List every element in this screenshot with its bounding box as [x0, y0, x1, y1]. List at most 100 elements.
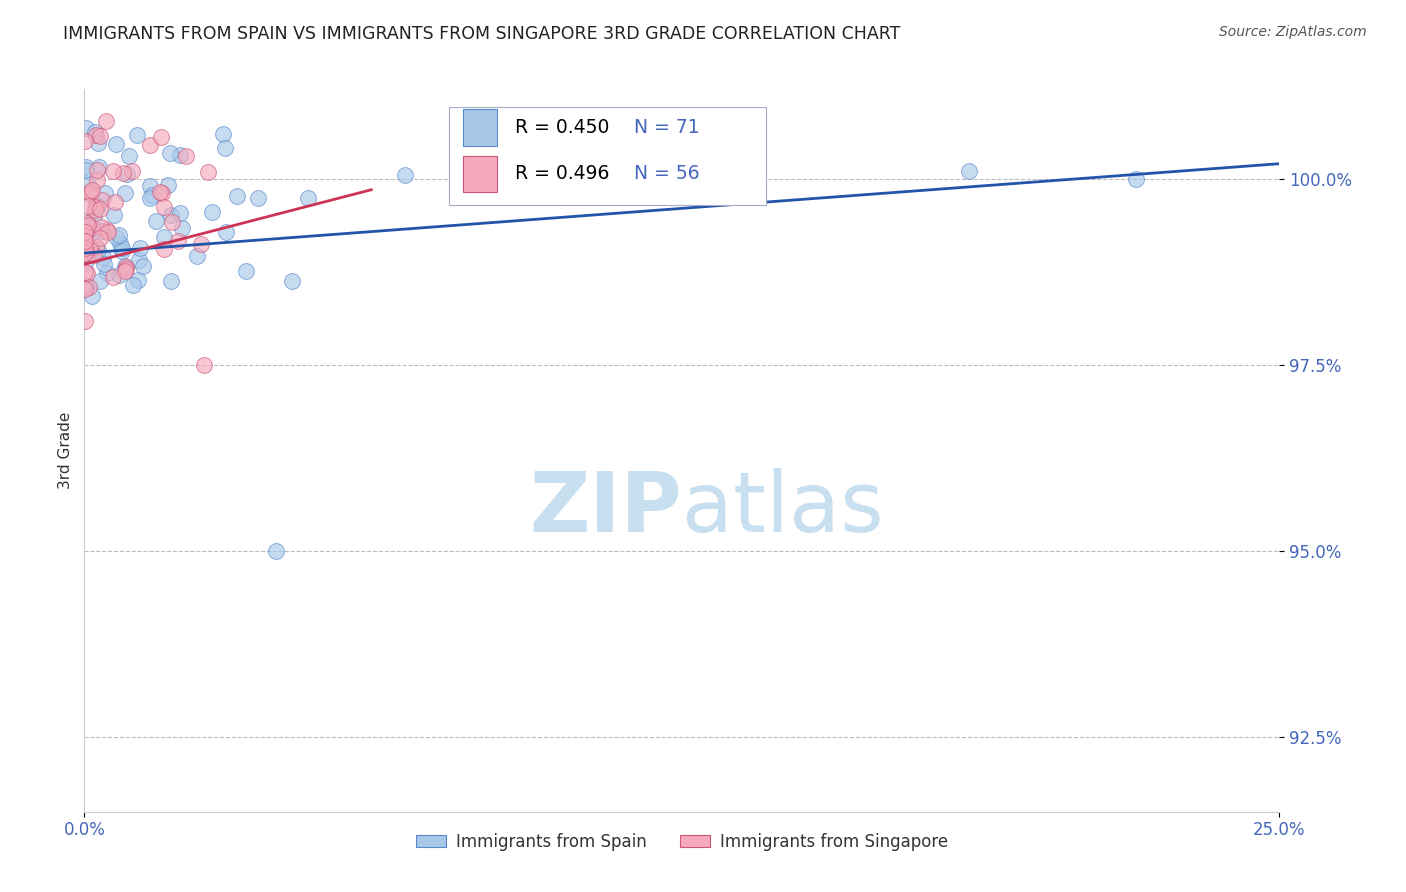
Point	[80, 183, 103, 197]
Point	[90, 193, 112, 207]
Point	[104, 229, 127, 244]
Point	[89, 274, 111, 288]
Point	[94, 186, 117, 200]
Point	[75, 223, 97, 237]
Point	[264, 544, 287, 558]
Point	[190, 237, 212, 252]
Point	[75, 244, 97, 258]
Point	[86, 172, 108, 186]
Point	[159, 208, 181, 222]
Point	[84, 128, 107, 143]
Point	[101, 164, 124, 178]
Point	[153, 229, 176, 244]
Point	[73, 225, 96, 239]
Point	[75, 219, 97, 234]
Point	[73, 234, 96, 248]
Point	[159, 274, 181, 288]
Point	[73, 283, 96, 297]
Point	[87, 243, 110, 257]
Point	[150, 186, 173, 200]
Point	[115, 167, 138, 181]
Point	[86, 163, 108, 178]
Point	[86, 199, 108, 213]
Point	[145, 214, 167, 228]
Point	[197, 165, 219, 179]
Point	[79, 186, 101, 201]
Point	[103, 208, 125, 222]
Point	[84, 240, 107, 254]
Point	[108, 236, 131, 251]
Point	[96, 223, 118, 237]
Point	[141, 188, 163, 202]
Point	[89, 202, 111, 216]
Point	[73, 135, 96, 149]
Point	[139, 191, 162, 205]
Point	[76, 216, 98, 230]
Point	[80, 219, 103, 234]
Point	[84, 200, 107, 214]
Point	[79, 240, 101, 254]
Point	[76, 266, 98, 280]
Point	[89, 128, 111, 143]
Text: R = 0.450: R = 0.450	[515, 118, 609, 137]
Point	[75, 121, 97, 136]
Point	[127, 273, 149, 287]
Point	[159, 146, 181, 161]
Point	[139, 137, 162, 152]
Point	[214, 141, 236, 155]
Point	[77, 279, 100, 293]
Point	[75, 233, 97, 247]
Point	[114, 259, 136, 273]
Point	[89, 231, 111, 245]
Point	[169, 206, 191, 220]
Point	[225, 189, 247, 203]
Point	[235, 264, 257, 278]
Point	[75, 163, 97, 178]
Point	[128, 252, 150, 267]
Point	[84, 125, 107, 139]
Point	[125, 128, 148, 143]
Point	[75, 229, 97, 244]
Point	[172, 220, 194, 235]
Point	[82, 225, 104, 239]
Point	[297, 191, 319, 205]
Point	[246, 191, 269, 205]
Point	[73, 265, 96, 279]
Point	[174, 149, 197, 163]
Point	[114, 260, 136, 274]
Point	[201, 204, 224, 219]
Point	[108, 228, 131, 243]
Text: R = 0.496: R = 0.496	[515, 164, 609, 183]
Point	[153, 242, 176, 256]
Point	[75, 160, 97, 174]
Point	[122, 278, 145, 293]
Point	[82, 289, 104, 303]
Point	[96, 266, 118, 280]
Point	[114, 186, 136, 200]
Point	[193, 358, 215, 372]
Point	[149, 185, 172, 199]
Point	[91, 224, 114, 238]
Point	[79, 185, 101, 199]
Point	[128, 241, 150, 255]
Point	[86, 201, 108, 215]
Point	[215, 225, 238, 239]
Point	[91, 250, 114, 264]
Point	[83, 248, 105, 262]
Point	[157, 178, 180, 192]
Point	[212, 127, 235, 141]
Text: N = 56: N = 56	[634, 164, 700, 183]
Text: ZIP: ZIP	[530, 467, 682, 549]
Point	[111, 244, 134, 258]
Point	[90, 220, 112, 235]
Point	[73, 314, 96, 328]
Point	[77, 223, 100, 237]
Point	[76, 248, 98, 262]
Point	[93, 257, 115, 271]
Point	[281, 274, 304, 288]
Point	[87, 136, 110, 150]
Point	[186, 249, 208, 263]
Point	[75, 277, 97, 292]
Point	[153, 200, 176, 214]
FancyBboxPatch shape	[449, 107, 766, 205]
